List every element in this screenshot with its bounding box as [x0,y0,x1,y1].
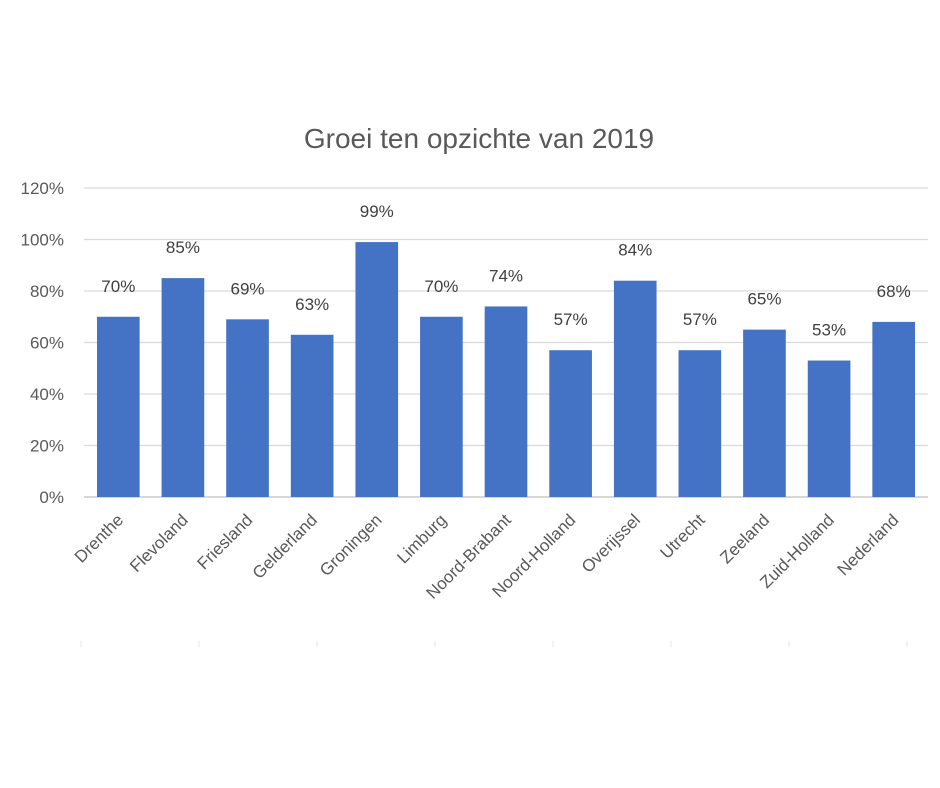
category-label: Flevoland [126,510,192,576]
bar [96,316,140,497]
category-label: Nederland [834,510,903,579]
data-label: 74% [489,266,523,285]
bar [743,329,786,497]
category-label: Overijssel [578,510,644,576]
y-tick-label: 40% [30,385,64,404]
bottom-divider [80,641,908,647]
chart-title: Groei ten opzichte van 2019 [304,123,654,154]
category-label: Groningen [316,510,386,580]
data-label: 99% [360,202,394,221]
y-tick-label: 100% [21,231,64,250]
data-label: 70% [101,277,135,296]
bar [807,360,851,497]
data-label: 65% [747,290,781,309]
data-label: 63% [295,295,329,314]
y-axis-ticks: 0% 20% 40% 60% 80% 100% 120% [21,179,64,507]
bar [678,350,722,497]
bar [161,278,205,497]
data-label: 70% [424,277,458,296]
data-label: 85% [166,238,200,257]
y-tick-label: 80% [30,282,64,301]
bar [872,321,916,497]
bar [290,334,334,497]
y-tick-label: 60% [30,334,64,353]
y-tick-label: 20% [30,437,64,456]
bar [613,280,657,497]
y-tick-label: 120% [21,179,64,198]
bar [484,306,528,497]
data-label: 57% [554,310,588,329]
category-label: Gelderland [249,510,321,582]
category-label: Drenthe [71,510,127,566]
data-label: 57% [683,310,717,329]
data-label: 84% [618,241,652,260]
category-label: Limburg [393,510,450,567]
x-axis-categories: Drenthe Flevoland FrieslandGelderlandGroni… [71,510,903,602]
category-label: Friesland [193,510,256,573]
bars [96,242,916,497]
data-label: 69% [231,279,265,298]
data-label: 68% [877,282,911,301]
data-label: 53% [812,321,846,340]
data-labels: 70% 85% 69% 63% 99% 70% 74% 57% 84% 57% 65% 53% 68% [101,202,910,339]
bar [420,316,463,497]
bar [355,242,399,497]
y-tick-label: 0% [39,488,64,507]
bar [226,319,269,497]
category-label: Utrecht [656,510,708,562]
bar [549,350,592,497]
category-label: Zeeland [716,510,773,567]
